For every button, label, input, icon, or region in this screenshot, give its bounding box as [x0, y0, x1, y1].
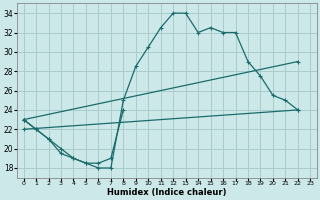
X-axis label: Humidex (Indice chaleur): Humidex (Indice chaleur) [107, 188, 227, 197]
